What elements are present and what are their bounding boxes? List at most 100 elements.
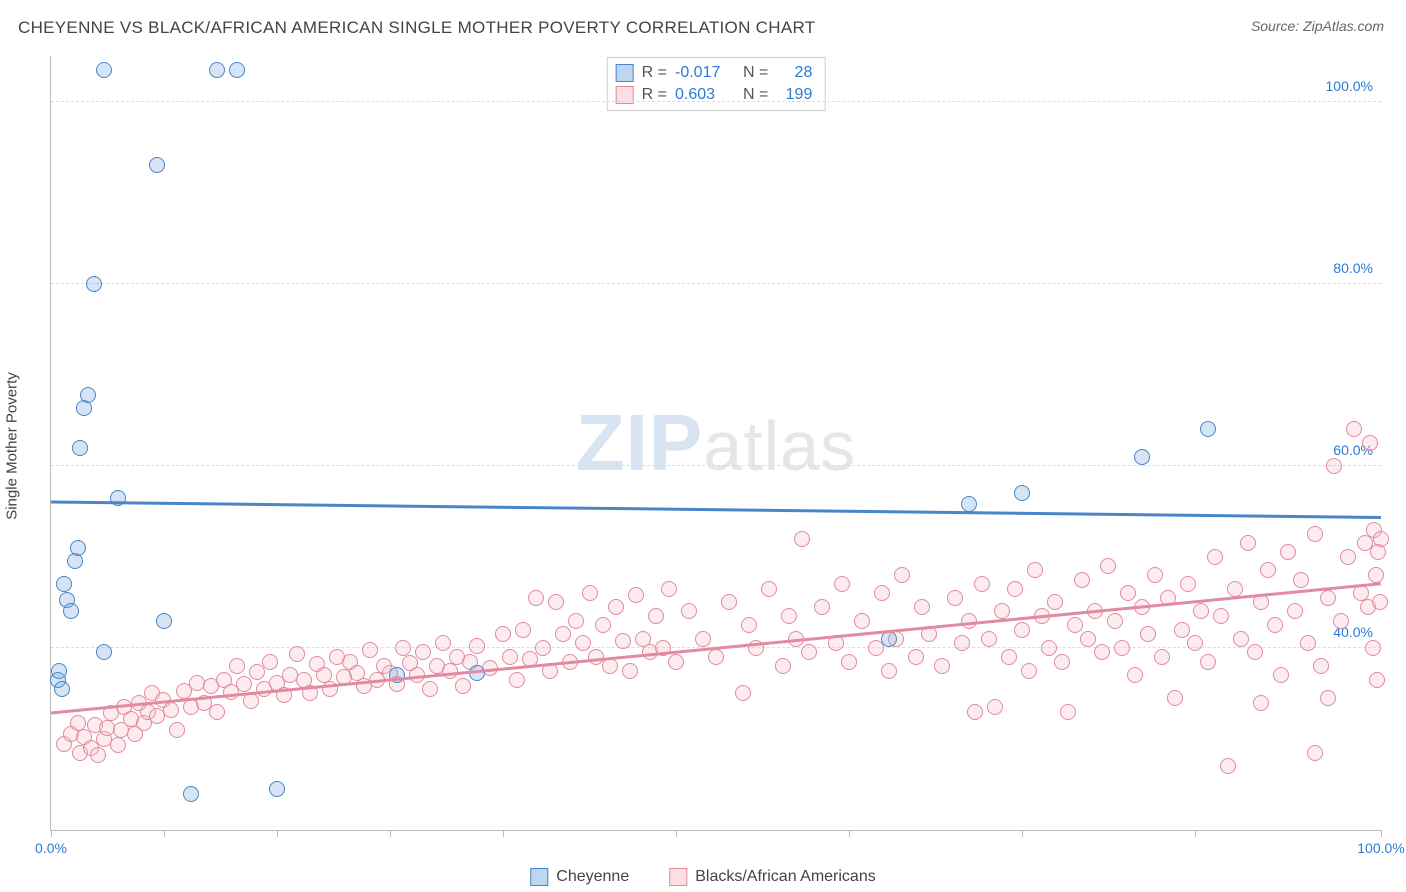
data-point-blacks — [622, 663, 638, 679]
data-point-cheyenne — [63, 603, 79, 619]
data-point-blacks — [1094, 644, 1110, 660]
data-point-blacks — [874, 585, 890, 601]
gridline — [51, 283, 1381, 284]
data-point-blacks — [881, 663, 897, 679]
data-point-blacks — [1326, 458, 1342, 474]
data-point-blacks — [502, 649, 518, 665]
data-point-cheyenne — [1200, 421, 1216, 437]
data-point-blacks — [1372, 594, 1388, 610]
data-point-blacks — [582, 585, 598, 601]
data-point-blacks — [1001, 649, 1017, 665]
data-point-blacks — [695, 631, 711, 647]
data-point-blacks — [1174, 622, 1190, 638]
data-point-blacks — [814, 599, 830, 615]
data-point-blacks — [1370, 544, 1386, 560]
data-point-blacks — [435, 635, 451, 651]
data-point-blacks — [615, 633, 631, 649]
legend-label-cheyenne: Cheyenne — [556, 868, 629, 886]
data-point-blacks — [110, 737, 126, 753]
trend-line-cheyenne — [51, 501, 1381, 519]
data-point-blacks — [1080, 631, 1096, 647]
data-point-cheyenne — [183, 786, 199, 802]
x-tick-label: 100.0% — [1357, 840, 1404, 856]
data-point-blacks — [947, 590, 963, 606]
y-axis-title: Single Mother Poverty — [4, 372, 21, 520]
data-point-blacks — [1054, 654, 1070, 670]
legend-swatch-blacks — [669, 868, 687, 886]
data-point-blacks — [1180, 576, 1196, 592]
data-point-blacks — [1227, 581, 1243, 597]
data-point-blacks — [841, 654, 857, 670]
data-point-blacks — [1220, 758, 1236, 774]
data-point-blacks — [954, 635, 970, 651]
data-point-blacks — [1346, 421, 1362, 437]
data-point-blacks — [1267, 617, 1283, 633]
data-point-blacks — [967, 704, 983, 720]
data-point-cheyenne — [1134, 449, 1150, 465]
data-point-blacks — [1362, 435, 1378, 451]
data-point-blacks — [1067, 617, 1083, 633]
data-point-blacks — [415, 644, 431, 660]
data-point-blacks — [1041, 640, 1057, 656]
data-point-blacks — [1280, 544, 1296, 560]
data-point-blacks — [708, 649, 724, 665]
data-point-blacks — [994, 603, 1010, 619]
watermark: ZIPatlas — [576, 397, 856, 489]
data-point-blacks — [1074, 572, 1090, 588]
watermark-zip: ZIP — [576, 398, 703, 487]
data-point-blacks — [1167, 690, 1183, 706]
data-point-blacks — [1187, 635, 1203, 651]
data-point-cheyenne — [56, 576, 72, 592]
data-point-cheyenne — [51, 663, 67, 679]
gridline — [51, 101, 1381, 102]
data-point-cheyenne — [80, 387, 96, 403]
stats-row-cheyenne: R = -0.017 N = 28 — [616, 62, 813, 84]
data-point-blacks — [528, 590, 544, 606]
data-point-blacks — [794, 531, 810, 547]
data-point-blacks — [1373, 531, 1389, 547]
x-tick — [1381, 830, 1382, 837]
data-point-blacks — [1147, 567, 1163, 583]
data-point-blacks — [908, 649, 924, 665]
legend-swatch-cheyenne — [530, 868, 548, 886]
data-point-blacks — [1193, 603, 1209, 619]
data-point-blacks — [1273, 667, 1289, 683]
data-point-blacks — [1007, 581, 1023, 597]
data-point-blacks — [1247, 644, 1263, 660]
data-point-blacks — [1060, 704, 1076, 720]
data-point-blacks — [894, 567, 910, 583]
data-point-blacks — [735, 685, 751, 701]
data-point-blacks — [262, 654, 278, 670]
data-point-blacks — [289, 646, 305, 662]
data-point-blacks — [775, 658, 791, 674]
x-tick — [1022, 830, 1023, 837]
data-point-blacks — [1127, 667, 1143, 683]
data-point-blacks — [99, 720, 115, 736]
x-tick — [849, 830, 850, 837]
data-point-blacks — [229, 658, 245, 674]
x-tick — [51, 830, 52, 837]
data-point-blacks — [249, 664, 265, 680]
data-point-blacks — [535, 640, 551, 656]
data-point-blacks — [1114, 640, 1130, 656]
data-point-blacks — [1300, 635, 1316, 651]
data-point-blacks — [422, 681, 438, 697]
data-point-blacks — [1200, 654, 1216, 670]
data-point-blacks — [509, 672, 525, 688]
x-tick-label: 0.0% — [35, 840, 67, 856]
data-point-blacks — [1154, 649, 1170, 665]
data-point-blacks — [801, 644, 817, 660]
data-point-blacks — [981, 631, 997, 647]
data-point-blacks — [163, 702, 179, 718]
data-point-blacks — [974, 576, 990, 592]
data-point-blacks — [362, 642, 378, 658]
data-point-blacks — [1014, 622, 1030, 638]
data-point-blacks — [595, 617, 611, 633]
r-value-cheyenne: -0.017 — [675, 64, 735, 82]
x-tick — [277, 830, 278, 837]
data-point-blacks — [555, 626, 571, 642]
data-point-blacks — [914, 599, 930, 615]
data-point-blacks — [395, 640, 411, 656]
data-point-blacks — [236, 676, 252, 692]
legend-item-cheyenne: Cheyenne — [530, 868, 629, 886]
